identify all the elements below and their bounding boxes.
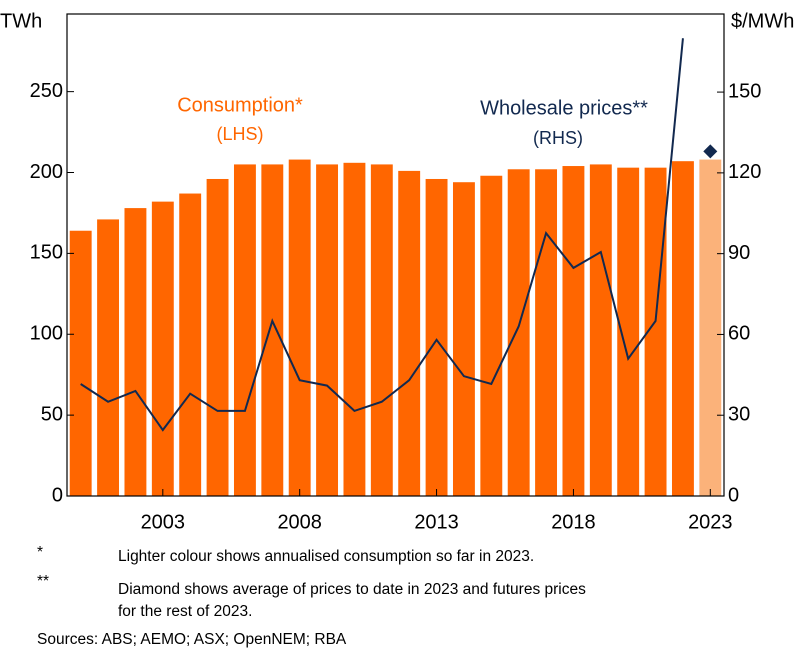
price-diamond xyxy=(703,144,718,159)
bar xyxy=(233,164,256,496)
footnote: Lighter colour shows annualised consumpt… xyxy=(118,548,534,565)
footnote-mark: ** xyxy=(37,573,49,590)
y-tick-label: 50 xyxy=(41,403,63,425)
bar xyxy=(124,208,147,496)
bar xyxy=(97,219,120,496)
plot-frame xyxy=(66,13,725,497)
bar xyxy=(316,164,339,496)
left-unit: TWh xyxy=(0,10,42,32)
footnote-mark: * xyxy=(37,544,43,561)
y2-tick-label: 60 xyxy=(728,323,750,345)
consumption-label: Consumption* xyxy=(177,94,303,116)
bar xyxy=(343,162,366,497)
bar xyxy=(699,159,722,496)
price-line xyxy=(80,38,684,432)
sources: Sources: ABS; AEMO; ASX; OpenNEM; RBA xyxy=(37,631,347,648)
y2-tick-label: 90 xyxy=(728,242,750,264)
y-tick-label: 100 xyxy=(30,323,63,345)
bar xyxy=(644,167,667,496)
y-tick-label: 200 xyxy=(30,161,63,183)
y-tick-label: 250 xyxy=(30,80,63,102)
bar xyxy=(370,164,393,496)
bar xyxy=(288,159,311,496)
bar xyxy=(535,169,558,497)
bar xyxy=(589,164,612,496)
rhs-label: (RHS) xyxy=(533,128,583,148)
bar xyxy=(261,164,284,496)
bar xyxy=(69,230,92,496)
x-tick-label: 2003 xyxy=(141,511,186,533)
bar xyxy=(617,167,640,496)
y2-tick-label: 120 xyxy=(728,161,761,183)
bar xyxy=(151,201,174,497)
lhs-label: (LHS) xyxy=(216,124,263,144)
bar xyxy=(206,178,229,496)
bar xyxy=(425,178,448,496)
footnote: for the rest of 2023. xyxy=(118,603,252,620)
y2-tick-label: 0 xyxy=(728,484,739,506)
y-tick-label: 150 xyxy=(30,242,63,264)
prices-label: Wholesale prices** xyxy=(480,97,648,119)
x-tick-label: 2013 xyxy=(414,511,459,533)
footnote: Diamond shows average of prices to date … xyxy=(118,581,586,598)
y2-tick-label: 30 xyxy=(728,403,750,425)
bar xyxy=(507,169,530,497)
bar xyxy=(398,170,421,496)
x-tick-label: 2023 xyxy=(688,511,733,533)
bar xyxy=(452,182,475,496)
bar xyxy=(480,175,503,496)
right-unit: $/MWh xyxy=(731,10,794,32)
bar xyxy=(671,161,694,496)
x-tick-label: 2018 xyxy=(551,511,596,533)
y2-tick-label: 150 xyxy=(728,80,761,102)
x-tick-label: 2008 xyxy=(277,511,322,533)
y-tick-label: 0 xyxy=(52,484,63,506)
bar xyxy=(562,166,585,496)
bar xyxy=(179,193,202,496)
